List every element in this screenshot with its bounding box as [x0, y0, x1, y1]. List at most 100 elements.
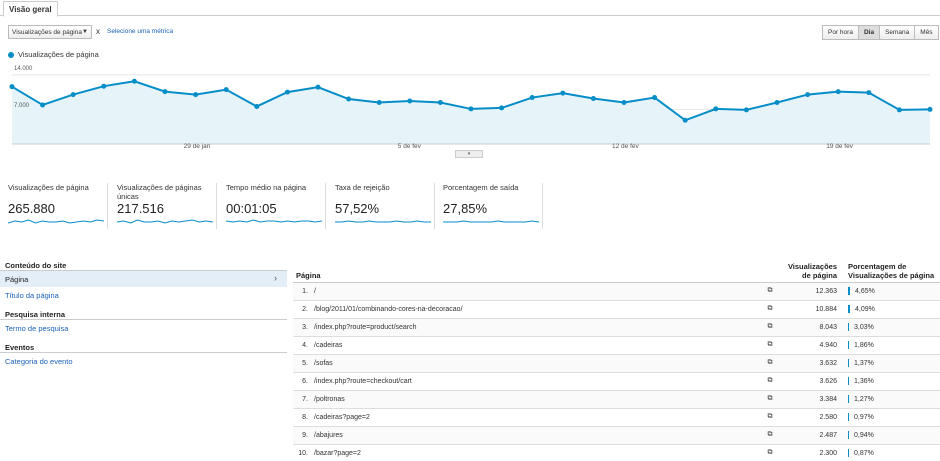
open-page-icon[interactable]: ⧉ — [760, 354, 780, 373]
data-point[interactable] — [774, 99, 780, 105]
summary-card[interactable]: Visualizações de página 265.880 — [8, 183, 108, 229]
sidebar-item[interactable]: Título da página — [5, 291, 59, 300]
data-point[interactable] — [621, 99, 627, 105]
pct-bar — [848, 431, 849, 439]
page-link[interactable]: /index.php?route=product/search — [311, 318, 760, 337]
row-index: 10. — [293, 444, 311, 461]
summary-card[interactable]: Visualizações de páginas únicas 217.516 — [117, 183, 217, 229]
column-header-views[interactable]: Visualizações de página — [780, 258, 840, 283]
chart-resize-handle[interactable]: ▾ — [455, 150, 483, 158]
summary-card[interactable]: Tempo médio na página 00:01:05 — [226, 183, 326, 229]
data-point[interactable] — [223, 87, 229, 93]
pct-value: 3,03% — [854, 323, 874, 331]
period-toggle: Por hora Dia Semana Mês — [822, 25, 939, 40]
data-point[interactable] — [437, 99, 443, 105]
data-point[interactable] — [682, 117, 688, 123]
tab-overview[interactable]: Visão geral — [3, 1, 58, 17]
row-index: 1. — [293, 282, 311, 301]
open-page-icon[interactable]: ⧉ — [760, 372, 780, 391]
data-point[interactable] — [529, 95, 535, 101]
open-page-icon[interactable]: ⧉ — [760, 318, 780, 337]
pct-cell: 0,97% — [840, 408, 940, 427]
data-point[interactable] — [254, 103, 260, 109]
page-link[interactable]: /sofas — [311, 354, 760, 373]
data-point[interactable] — [590, 96, 596, 102]
pct-cell: 1,86% — [840, 336, 940, 355]
data-point[interactable] — [927, 106, 933, 112]
pct-cell: 0,94% — [840, 426, 940, 445]
table-row: 10./bazar?page=2 ⧉ 2.300 0,87% — [293, 444, 940, 461]
open-page-icon[interactable]: ⧉ — [760, 300, 780, 319]
metric-select[interactable]: Visualizações de página ▼ — [8, 25, 92, 39]
x-tick-label: 12 de fev — [612, 143, 639, 150]
sidebar-item[interactable]: Categoria do evento — [5, 357, 73, 366]
legend-dot-icon — [8, 51, 14, 58]
table-row: 4./cadeiras ⧉ 4.940 1,86% — [293, 336, 940, 355]
pct-cell: 0,87% — [840, 444, 940, 461]
tab-bar: Visão geral — [0, 0, 940, 17]
data-point[interactable] — [40, 102, 46, 108]
summary-label: Visualizações de página — [8, 183, 89, 192]
open-page-icon[interactable]: ⧉ — [760, 408, 780, 427]
data-point[interactable] — [835, 89, 841, 95]
data-point[interactable] — [162, 89, 168, 95]
sidebar-item[interactable]: Termo de pesquisa — [5, 324, 69, 333]
data-point[interactable] — [560, 90, 566, 96]
period-button[interactable]: Dia — [858, 26, 881, 39]
open-page-icon[interactable]: ⧉ — [760, 444, 780, 461]
data-point[interactable] — [131, 78, 137, 84]
page-link[interactable]: /bazar?page=2 — [311, 444, 760, 461]
page-link[interactable]: / — [311, 282, 760, 301]
data-point[interactable] — [376, 99, 382, 105]
y-tick-label: 14.000 — [14, 66, 33, 72]
pct-cell: 1,27% — [840, 390, 940, 409]
row-index: 4. — [293, 336, 311, 355]
x-tick-label: 29 de jan — [183, 143, 211, 150]
page-link[interactable]: /cadeiras — [311, 336, 760, 355]
summary-value: 265.880 — [8, 201, 55, 216]
data-point[interactable] — [407, 98, 413, 104]
period-button[interactable]: Mês — [915, 26, 938, 39]
page-link[interactable]: /index.php?route=checkout/cart — [311, 372, 760, 391]
sparkline — [8, 219, 104, 224]
pct-bar — [848, 287, 850, 295]
summary-card[interactable]: Taxa de rejeição 57,52% — [335, 183, 435, 229]
data-point[interactable] — [652, 95, 658, 101]
data-point[interactable] — [866, 90, 872, 96]
data-point[interactable] — [896, 107, 902, 113]
data-point[interactable] — [713, 106, 719, 112]
data-point[interactable] — [346, 96, 352, 102]
open-page-icon[interactable]: ⧉ — [760, 390, 780, 409]
data-point[interactable] — [9, 84, 15, 90]
data-point[interactable] — [284, 89, 290, 95]
page-link[interactable]: /poltronas — [311, 390, 760, 409]
data-point[interactable] — [499, 105, 505, 111]
data-point[interactable] — [193, 92, 199, 98]
clear-metric-button[interactable]: x — [96, 27, 100, 36]
data-point[interactable] — [70, 92, 76, 98]
views-value: 8.043 — [780, 318, 840, 337]
period-button[interactable]: Semana — [880, 26, 916, 39]
open-page-icon[interactable]: ⧉ — [760, 336, 780, 355]
views-value: 10.884 — [780, 300, 840, 319]
open-page-icon[interactable]: ⧉ — [760, 282, 780, 301]
page-link[interactable]: /cadeiras?page=2 — [311, 408, 760, 427]
sidebar-item[interactable]: Página — [0, 271, 287, 287]
select-metric-link[interactable]: Selecione uma métrica — [107, 28, 174, 35]
data-point[interactable] — [805, 92, 811, 98]
data-point[interactable] — [101, 83, 107, 89]
pct-value: 4,65% — [855, 287, 875, 295]
summary-card[interactable]: Porcentagem de saída 27,85% — [443, 183, 543, 229]
pages-table: Página Visualizações de página Porcentag… — [293, 258, 940, 461]
open-page-icon[interactable]: ⧉ — [760, 426, 780, 445]
data-point[interactable] — [743, 107, 749, 113]
views-value: 3.626 — [780, 372, 840, 391]
page-link[interactable]: /blog/2011/01/combinando-cores-na-decora… — [311, 300, 760, 319]
period-button[interactable]: Por hora — [823, 26, 859, 39]
data-point[interactable] — [468, 106, 474, 112]
summary-label: Visualizações de páginas únicas — [117, 183, 202, 201]
table-row: 8./cadeiras?page=2 ⧉ 2.580 0,97% — [293, 408, 940, 427]
page-link[interactable]: /abajures — [311, 426, 760, 445]
data-point[interactable] — [315, 84, 321, 90]
